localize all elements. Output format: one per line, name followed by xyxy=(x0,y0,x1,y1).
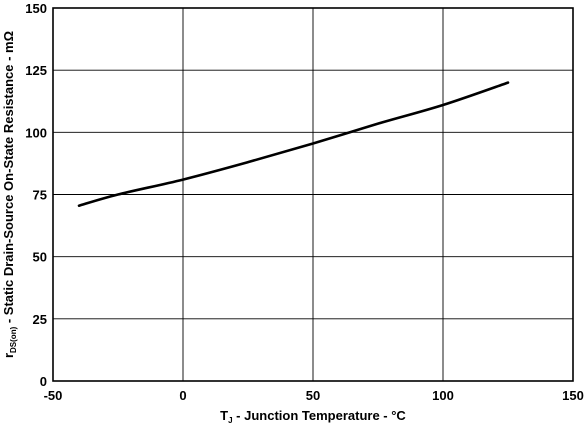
y-tick-label: 100 xyxy=(25,125,47,140)
x-tick-label: 0 xyxy=(179,388,186,403)
y-axis-label: rDS(on) - Static Drain-Source On-State R… xyxy=(1,31,18,358)
x-tick-label: 50 xyxy=(306,388,320,403)
y-tick-label: 125 xyxy=(25,63,47,78)
y-axis-label-text: - Static Drain-Source On-State Resistanc… xyxy=(1,31,16,327)
y-tick-label: 150 xyxy=(25,1,47,16)
y-tick-label: 25 xyxy=(33,312,47,327)
series-group xyxy=(77,81,510,207)
x-tick-labels: -50 0 50 100 150 xyxy=(44,388,584,403)
y-tick-label: 0 xyxy=(40,374,47,389)
plot-frame xyxy=(52,7,574,382)
series-line xyxy=(77,81,510,207)
y-tick-label: 75 xyxy=(33,188,47,203)
y-axis-label-subscript: DS(on) xyxy=(9,326,18,353)
x-axis-label-text: - Junction Temperature - °C xyxy=(233,408,407,423)
y-axis-label-symbol: r xyxy=(1,353,16,358)
x-tick-label: 100 xyxy=(432,388,454,403)
x-axis-label-subscript: J xyxy=(228,416,232,425)
grid-lines xyxy=(52,7,574,382)
x-tick-label: -50 xyxy=(44,388,63,403)
y-tick-label: 50 xyxy=(33,250,47,265)
x-tick-label: 150 xyxy=(562,388,584,403)
x-axis-label: TJ - Junction Temperature - °C xyxy=(220,408,406,425)
x-axis-label-symbol: T xyxy=(220,408,228,423)
y-tick-labels: 0 25 50 75 100 125 150 xyxy=(25,1,47,389)
